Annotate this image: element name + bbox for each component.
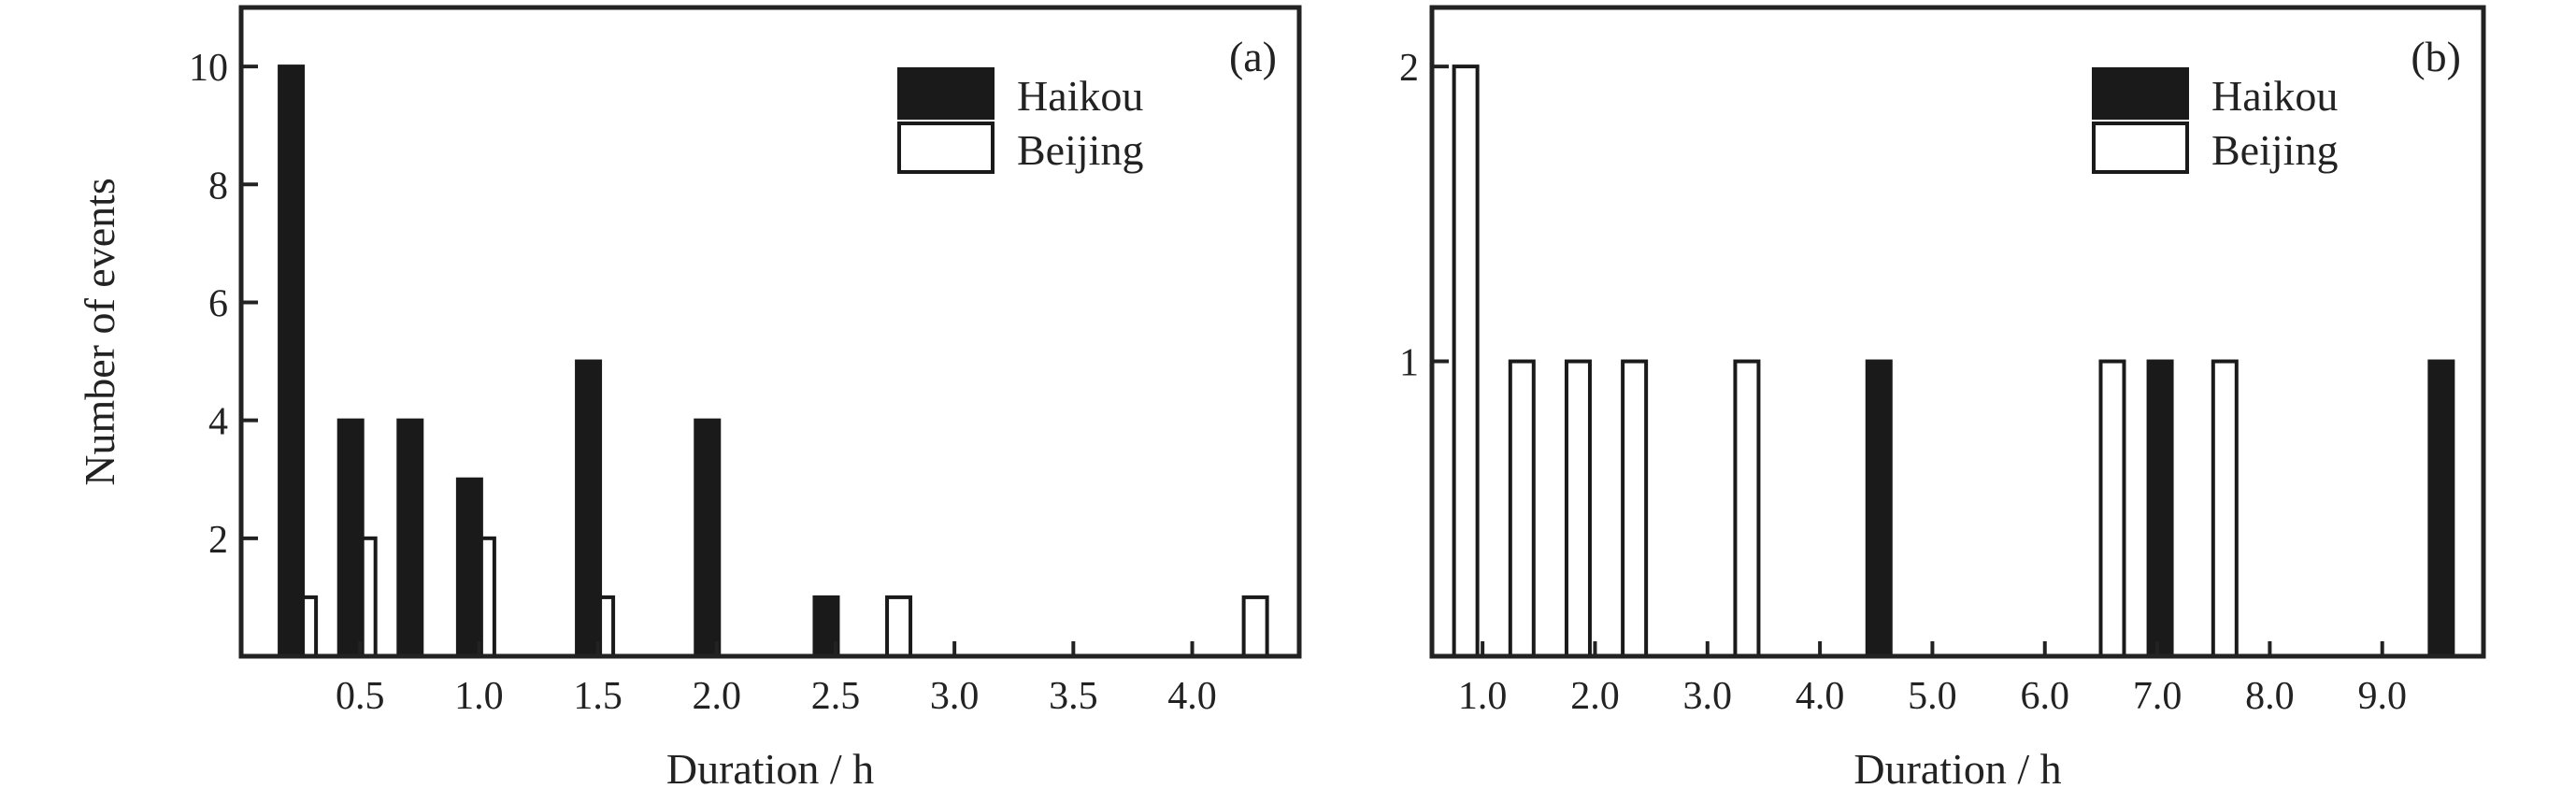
y-axis-title: Number of events (76, 178, 123, 486)
haikou-bar (1865, 359, 1893, 658)
haikou-bar (694, 418, 722, 658)
x-tick-label: 7.0 (2133, 675, 2182, 718)
haikou-bar (336, 418, 365, 658)
x-tick-label: 3.5 (1049, 675, 1098, 718)
legend-label-haikou: Haikou (1017, 72, 1143, 120)
beijing-bar (1621, 359, 1649, 658)
y-tick-label: 2 (1399, 47, 1419, 90)
x-tick-label: 1.0 (454, 675, 504, 718)
beijing-bar (2211, 359, 2239, 658)
legend-label-beijing: Beijing (1017, 126, 1143, 174)
haikou-bar (396, 418, 424, 658)
beijing-bar (2098, 359, 2126, 658)
beijing-bar (1241, 595, 1269, 659)
y-tick-label: 10 (189, 47, 228, 90)
beijing-bar (1452, 65, 1480, 659)
x-tick-label: 1.0 (1458, 675, 1508, 718)
beijing-bar (1564, 359, 1592, 658)
legend-swatch-haikou (897, 67, 995, 120)
x-tick-label: 8.0 (2245, 675, 2295, 718)
y-tick-label: 6 (208, 282, 228, 325)
legend-label-beijing: Beijing (2211, 126, 2338, 174)
x-axis-title: Duration / h (666, 745, 874, 793)
y-tick-label: 8 (208, 165, 228, 208)
legend-swatch-haikou (2092, 67, 2189, 120)
x-tick-label: 3.0 (1683, 675, 1733, 718)
x-tick-label: 5.0 (1908, 675, 1957, 718)
x-tick-label: 4.0 (1796, 675, 1845, 718)
panel-label: (b) (2411, 33, 2461, 80)
plot-frame (1429, 5, 2486, 659)
x-tick-label: 2.5 (811, 675, 861, 718)
legend-label-haikou: Haikou (2211, 72, 2338, 120)
x-tick-label: 6.0 (2020, 675, 2069, 718)
haikou-bar (455, 477, 483, 659)
legend-swatch-beijing (897, 122, 995, 174)
beijing-bar (1508, 359, 1536, 658)
x-tick-label: 4.0 (1167, 675, 1217, 718)
haikou-bar (2427, 359, 2455, 658)
x-tick-label: 9.0 (2357, 675, 2407, 718)
beijing-bar (885, 595, 913, 659)
x-tick-label: 2.0 (693, 675, 742, 718)
y-tick-label: 4 (208, 401, 228, 444)
legend-swatch-beijing (2092, 122, 2189, 174)
x-tick-label: 3.0 (930, 675, 980, 718)
y-tick-label: 1 (1399, 342, 1419, 385)
panel-label: (a) (1229, 33, 1277, 80)
x-tick-label: 2.0 (1570, 675, 1620, 718)
x-tick-label: 0.5 (336, 675, 385, 718)
chart-panel-b: 1.0 2.0 3.0 4.0 5.0 6.0 7.0 8.0 9.0 1 2 Duration / … (1399, 5, 2486, 793)
haikou-bar (278, 65, 306, 659)
chart-panel-a: 0.5 1.0 1.5 2.0 2.5 3.0 3.5 4.0 2 4 6 8 10 Duration /… (76, 5, 1302, 793)
haikou-bar (2146, 359, 2174, 658)
haikou-bar (575, 359, 603, 658)
beijing-bar (1733, 359, 1761, 658)
y-tick-label: 2 (208, 519, 228, 562)
x-tick-label: 1.5 (573, 675, 623, 718)
x-axis-title: Duration / h (1853, 745, 2061, 793)
plot-frame (238, 5, 1302, 659)
